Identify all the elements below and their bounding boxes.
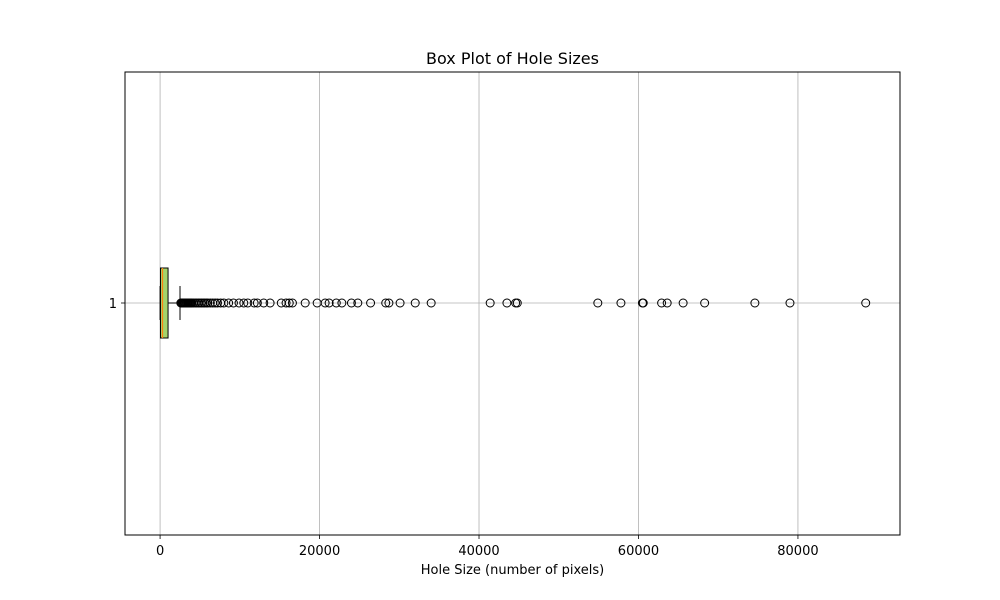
outlier-point: [700, 298, 710, 308]
outlier-point: [502, 298, 512, 308]
outlier-point: [249, 298, 259, 308]
x-tick-label: 20000: [299, 544, 340, 559]
outlier-point: [234, 298, 244, 308]
y-axis-ticks: 1: [109, 297, 125, 312]
outlier-point: [243, 298, 253, 308]
outlier-point: [224, 298, 234, 308]
box-plot: [159, 267, 181, 339]
outlier-point: [239, 298, 249, 308]
outlier-points: [176, 298, 871, 308]
outlier-point: [228, 298, 238, 308]
box-iqr: [159, 267, 169, 339]
outlier-point: [512, 298, 522, 308]
outlier-point: [638, 298, 648, 308]
outlier-point: [426, 298, 436, 308]
outlier-point: [320, 298, 330, 308]
outlier-point: [353, 298, 363, 308]
outlier-point: [212, 298, 222, 308]
outlier-point: [281, 298, 291, 308]
outlier-point: [287, 298, 297, 308]
outlier-point: [252, 298, 262, 308]
outlier-point: [300, 298, 310, 308]
outlier-point: [219, 298, 229, 308]
outlier-point: [384, 298, 394, 308]
chart-title: Box Plot of Hole Sizes: [426, 49, 599, 68]
outlier-point: [265, 298, 275, 308]
outlier-point: [346, 298, 356, 308]
outlier-point: [750, 298, 760, 308]
outlier-point: [678, 298, 688, 308]
x-tick-label: 0: [156, 544, 164, 559]
outlier-point: [210, 298, 220, 308]
plot-area-frame: [124, 71, 901, 536]
outlier-point: [259, 298, 269, 308]
outlier-point: [616, 298, 626, 308]
x-tick-label: 40000: [458, 544, 499, 559]
outlier-point: [593, 298, 603, 308]
outlier-point: [203, 298, 213, 308]
outlier-point: [485, 298, 495, 308]
outlier-point: [284, 298, 294, 308]
y-tick-label: 1: [109, 297, 117, 312]
outlier-point: [410, 298, 420, 308]
outlier-point: [205, 298, 215, 308]
outlier-point: [366, 298, 376, 308]
outlier-point: [395, 298, 405, 308]
outlier-point: [861, 298, 871, 308]
x-tick-label: 60000: [618, 544, 659, 559]
x-axis-ticks: 0 20000 40000 60000 80000: [156, 535, 819, 559]
outlier-point: [381, 298, 391, 308]
grid-lines: [125, 72, 900, 535]
x-tick-label: 80000: [777, 544, 818, 559]
outlier-point: [785, 298, 795, 308]
outlier-point: [657, 298, 667, 308]
outlier-point: [337, 298, 347, 308]
outlier-point: [324, 298, 334, 308]
outlier-point: [331, 298, 341, 308]
outlier-point: [662, 298, 672, 308]
x-axis-label: Hole Size (number of pixels): [421, 563, 605, 578]
